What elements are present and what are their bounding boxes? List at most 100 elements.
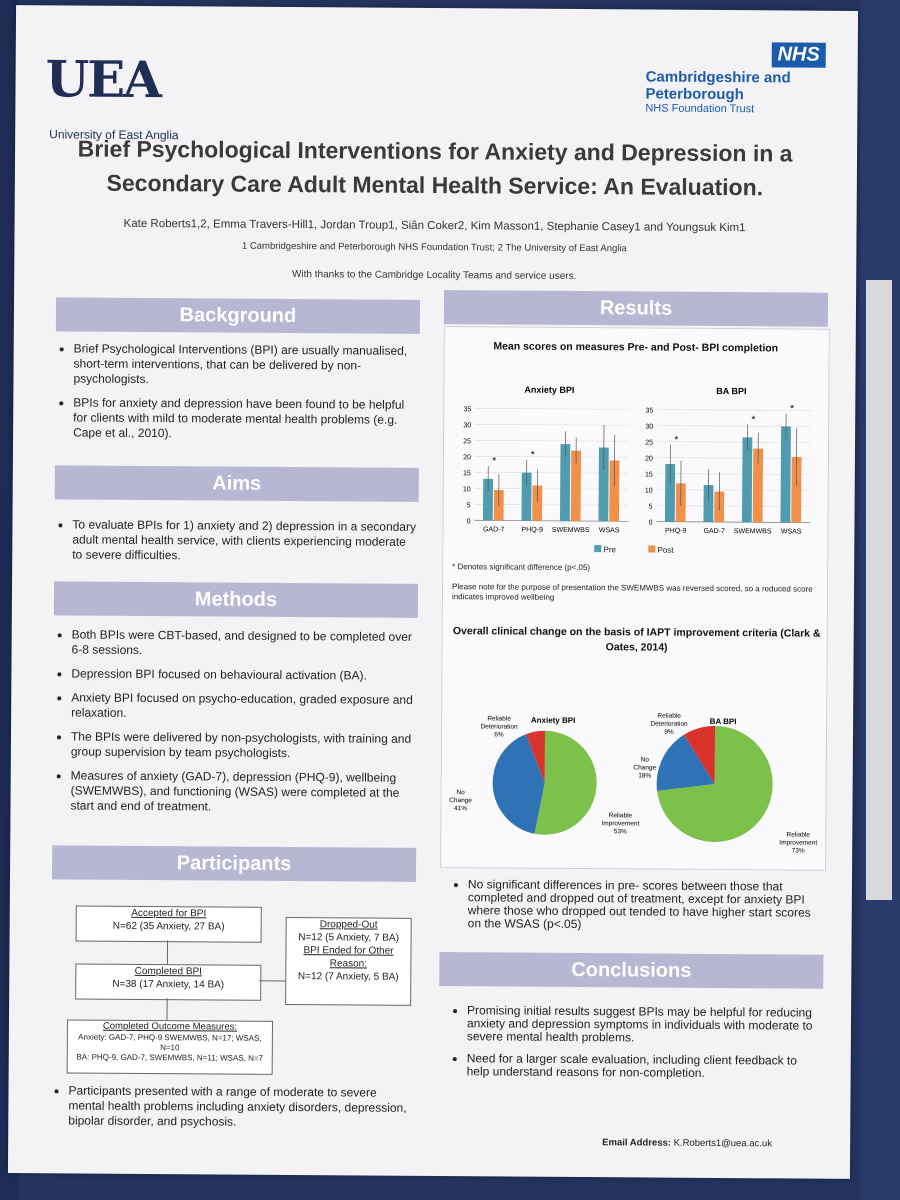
pie-slice-label: Improvement [601, 820, 639, 827]
pie-slice-label: 9% [664, 729, 674, 736]
results-bullet: No significant differences in pre- score… [468, 877, 820, 932]
pie-slice-label: Reliable [487, 715, 511, 722]
methods-heading: Methods [53, 581, 419, 618]
y-tick-label: 20 [463, 454, 471, 461]
y-tick-label: 15 [463, 470, 471, 477]
results-text: No significant differences in pre- score… [450, 877, 820, 942]
gridline [657, 409, 812, 411]
y-tick-label: 30 [645, 423, 653, 430]
aims-heading: Aims [54, 465, 419, 502]
significance-marker: * [790, 404, 794, 415]
y-tick-label: 5 [649, 504, 653, 511]
pie-slice-label: 6% [494, 731, 504, 738]
pie-slice [683, 725, 716, 784]
uea-logo-text: UEA [45, 49, 161, 110]
ba-bar-chart: BA BPI 0 5 10 15 20 25 30 35 * PHQ-9 GAD-7 * SWEMWBS *… [645, 386, 812, 536]
aims-bullet: To evaluate BPIs for 1) anxiety and 2) d… [72, 517, 418, 564]
aims-text: To evaluate BPIs for 1) anxiety and 2) d… [54, 517, 418, 574]
pie-chart-title: BA BPI [710, 717, 737, 726]
email-address[interactable]: K.Roberts1@uea.ac.uk [673, 1137, 773, 1150]
pie-slice-label: Change [633, 764, 656, 771]
significance-marker: * [492, 456, 496, 467]
y-tick-label: 30 [463, 422, 471, 429]
nhs-logo: NHS Cambridgeshire and Peterborough NHS … [645, 41, 826, 115]
outcome-box: Completed Outcome Measures: Anxiety: GAD… [66, 1019, 274, 1075]
x-tick-label: PHQ-9 [521, 527, 543, 534]
dropped-value: N=12 (5 Anxiety, 7 BA) [298, 932, 399, 944]
pie-slice [525, 730, 546, 783]
x-tick-label: SWEMWBS [734, 528, 772, 535]
pie-slice-label: 73% [792, 848, 805, 855]
bar-pre [482, 478, 494, 521]
gridline [475, 439, 630, 442]
significance-marker: * [751, 415, 755, 426]
background-bullet: BPIs for anxiety and depression have bee… [73, 395, 419, 442]
participants-heading: Participants [51, 845, 417, 882]
anxiety-bar-chart: Anxiety BPI 0 5 10 15 20 25 30 35 * GAD-7 * PHQ-9 SWE… [463, 385, 630, 534]
bar-pre [703, 485, 714, 522]
poster-title: Brief Psychological Interventions for An… [77, 135, 793, 201]
ba-pie-chart: BA BPIReliableImprovement73%NoChange18%R… [633, 713, 817, 855]
bar-pre [741, 437, 753, 523]
bar-pre [780, 426, 791, 523]
pie-slice-label: Change [449, 797, 472, 804]
gridline [475, 423, 630, 426]
pie-slice [492, 734, 545, 834]
bar-pre [521, 472, 532, 521]
pie-slice-label: No [641, 756, 650, 763]
bar-post [609, 460, 620, 522]
dropped-title: Dropped-Out [319, 919, 378, 931]
flow-connectors [166, 940, 286, 1021]
y-tick-label: 25 [463, 438, 471, 445]
x-tick-label: GAD-7 [703, 528, 725, 535]
dropped-box: Dropped-Out N=12 (5 Anxiety, 7 BA) BPI E… [285, 916, 412, 1006]
pie-slice-label: 18% [638, 772, 651, 779]
y-tick-label: 10 [463, 486, 471, 493]
background-text: Brief Psychological Interventions (BPI) … [55, 341, 420, 452]
participants-text: Participants presented with a range of m… [50, 1083, 414, 1140]
affiliations: 1 Cambridgeshire and Peterborough NHS Fo… [241, 240, 627, 255]
y-tick-label: 15 [645, 471, 653, 478]
poster: UEA University of East Anglia NHS Cambri… [7, 5, 859, 1179]
nhs-trust-type: NHS Foundation Trust [645, 102, 755, 116]
bar-post [752, 448, 764, 523]
significance-marker: * [674, 435, 678, 446]
conclusions-bullet: Promising initial results suggest BPIs m… [467, 1003, 819, 1045]
bar-post [570, 450, 582, 522]
conclusions-text: Promising initial results suggest BPIs m… [449, 1003, 820, 1090]
gridline [475, 407, 630, 410]
results-heading: Results [443, 290, 829, 327]
pie-slice [534, 730, 597, 835]
pie-slice-label: 53% [614, 828, 627, 835]
outcome-ba: BA: PHQ-9, GAD-7, SWEMWBS, N=11; WSAS, N… [76, 1052, 264, 1063]
methods-text: Both BPIs were CBT-based, and designed t… [52, 627, 417, 825]
pie-chart-title: Anxiety BPI [531, 716, 576, 725]
methods-bullet: The BPIs were delivered by non-psycholog… [71, 729, 417, 761]
y-tick-label: 5 [467, 502, 471, 509]
outcome-anxiety: Anxiety: GAD-7, PHQ-9 SWEMWBS, N=17; WSA… [78, 1032, 262, 1053]
pie-slice-label: Deterioration [650, 721, 688, 728]
pie-slice [657, 725, 773, 842]
y-tick-label: 10 [645, 487, 653, 494]
pie-charts-title: Overall clinical change on the basis of … [452, 625, 821, 654]
conclusions-heading: Conclusions [439, 952, 824, 989]
bar-pre [598, 447, 609, 522]
legend-post-label: Post [657, 545, 674, 555]
background-bullet: Brief Psychological Interventions (BPI) … [73, 341, 419, 388]
significance-marker: * [531, 450, 535, 461]
bar-post [532, 485, 543, 521]
pie-slice-label: Reliable [609, 812, 633, 819]
methods-bullet: Anxiety BPI focused on psycho-education,… [71, 690, 417, 722]
x-tick-label: WSAS [599, 527, 620, 534]
participants-bullet: Participants presented with a range of m… [68, 1083, 414, 1130]
acknowledgement: With thanks to the Cambridge Locality Te… [291, 269, 577, 282]
y-tick-label: 20 [645, 455, 653, 462]
nhs-trust-name: Cambridgeshire and Peterborough [645, 68, 791, 104]
x-tick-label: WSAS [781, 528, 802, 535]
bar-chart-title: Anxiety BPI [524, 385, 574, 395]
pie-slice-label: Improvement [779, 839, 817, 846]
x-tick-label: GAD-7 [483, 526, 505, 533]
ended-value: N=12 (7 Anxiety, 5 BA) [297, 971, 399, 983]
y-tick-label: 0 [649, 520, 653, 527]
ended-title: BPI Ended for Other Reason: [303, 945, 394, 970]
